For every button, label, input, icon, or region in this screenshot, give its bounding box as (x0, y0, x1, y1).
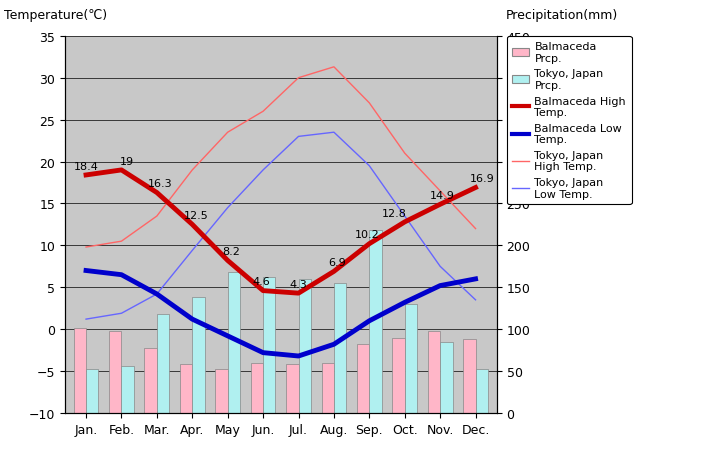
Bar (145, 348, 157, 413)
Bar (228, 273, 240, 413)
Bar (334, 284, 346, 413)
Text: 19: 19 (120, 157, 134, 166)
Bar (109, 331, 122, 413)
Bar (157, 314, 169, 413)
Text: 16.9: 16.9 (470, 174, 495, 184)
Bar (286, 364, 299, 413)
Bar (192, 298, 204, 413)
Bar (180, 364, 192, 413)
Text: 12.8: 12.8 (382, 208, 407, 218)
Text: Precipitation(mm): Precipitation(mm) (505, 9, 618, 22)
Bar (440, 342, 453, 413)
Bar (215, 369, 228, 413)
Bar (251, 363, 263, 413)
Text: 18.4: 18.4 (73, 162, 99, 171)
Bar (322, 363, 334, 413)
Text: Temperature(℃): Temperature(℃) (4, 9, 107, 22)
Text: 6.9: 6.9 (328, 257, 346, 268)
Text: 8.2: 8.2 (222, 247, 240, 257)
Bar (299, 279, 311, 413)
Text: 16.3: 16.3 (148, 179, 173, 189)
Bar (428, 331, 440, 413)
Legend: Balmaceda
Prcp., Tokyo, Japan
Prcp., Balmaceda High
Temp., Balmaceda Low
Temp., : Balmaceda Prcp., Tokyo, Japan Prcp., Bal… (507, 37, 631, 205)
Text: 10.2: 10.2 (355, 230, 380, 240)
Bar (73, 328, 86, 413)
Text: 14.9: 14.9 (429, 190, 454, 201)
Bar (475, 369, 488, 413)
Bar (263, 278, 276, 413)
Text: 4.6: 4.6 (253, 277, 270, 287)
Bar (86, 369, 99, 413)
Bar (357, 345, 369, 413)
Text: 12.5: 12.5 (184, 211, 208, 221)
Bar (405, 304, 417, 413)
Bar (122, 366, 134, 413)
Bar (369, 231, 382, 413)
Bar (463, 340, 475, 413)
Text: 4.3: 4.3 (289, 280, 307, 289)
Bar (392, 338, 405, 413)
